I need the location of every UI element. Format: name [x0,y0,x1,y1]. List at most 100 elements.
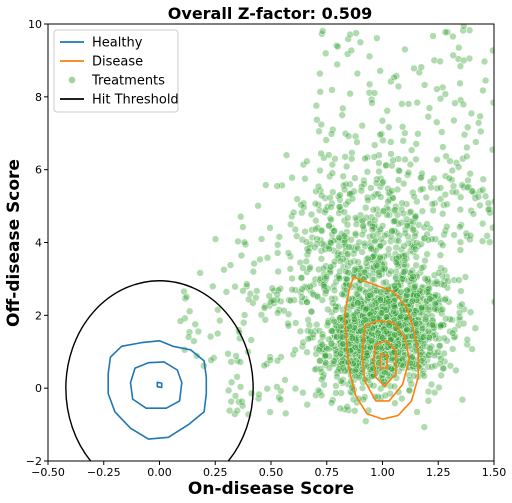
treatment-point [316,88,324,96]
treatment-point [418,207,427,215]
treatment-point [375,151,383,159]
y-axis: −2 0 2 4 6 8 10 [26,18,48,468]
treatment-point [443,200,451,208]
treatment-point [307,210,316,219]
treatment-point [263,254,272,262]
treatment-point [479,186,487,194]
treatment-point [246,290,255,298]
treatment-point [441,296,449,304]
treatment-point [430,271,439,279]
treatment-point [329,126,337,134]
treatment-point [479,237,487,245]
treatment-point [437,371,445,380]
treatment-point [280,307,288,315]
treatment-point [298,293,306,301]
treatment-point [381,231,389,240]
treatment-point [424,397,433,405]
treatment-point [291,346,299,354]
treatment-point [433,156,441,164]
treatment-point [411,213,420,221]
treatment-point [297,274,306,282]
treatment-point [237,251,246,260]
treatment-point [325,345,333,353]
treatment-point [227,397,235,406]
legend-label: Hit Threshold [92,93,179,108]
treatment-point [463,152,471,161]
treatment-point [379,207,388,215]
treatment-point [426,344,434,352]
treatment-point [306,263,314,272]
treatment-point [442,152,450,160]
treatment-point [452,366,460,375]
treatment-point [322,136,330,144]
treatment-point [433,118,441,126]
treatment-point [411,245,420,253]
treatment-point [400,268,408,276]
treatment-point [479,175,487,183]
treatment-point [282,151,291,159]
treatment-point [226,407,234,415]
x-tick-label: 1.25 [426,466,451,479]
treatment-point [426,295,434,303]
treatment-point [401,256,409,265]
treatment-point [360,268,369,276]
treatment-point [427,183,435,192]
treatment-point [381,391,390,400]
treatment-point [318,341,326,349]
treatment-point [440,334,449,342]
treatment-point [329,299,337,307]
treatment-point [416,320,424,328]
treatment-point [438,305,447,314]
treatment-point [387,150,395,158]
treatment-point [436,251,445,259]
y-tick-label: 0 [35,382,42,395]
treatment-point [428,321,437,329]
treatment-point [336,404,344,413]
treatment-point [331,302,340,310]
treatment-point [431,389,439,397]
treatment-point [350,312,358,320]
treatment-point [330,357,338,365]
treatment-point [261,316,269,324]
treatment-point [274,241,282,249]
treatment-point [257,311,266,319]
y-tick-label: 8 [35,91,42,104]
treatment-point [317,255,326,263]
treatment-point [343,221,352,229]
y-tick-label: 10 [28,18,42,31]
treatment-point [377,385,385,393]
treatment-point [299,264,307,272]
treatment-point [316,343,324,351]
treatment-point [360,239,369,248]
treatment-point [413,239,421,247]
treatment-point [385,123,393,131]
treatment-point [344,214,352,222]
treatment-point [326,214,334,223]
treatment-point [320,282,329,291]
treatment-point [383,107,391,115]
treatment-point [304,316,312,324]
treatment-point [425,334,434,343]
treatment-point [240,319,248,327]
treatment-point [287,220,295,229]
treatment-point [180,287,188,296]
treatment-point [311,200,320,208]
treatment-point [450,182,458,190]
treatment-point [323,321,332,330]
treatment-point [352,29,360,37]
treatment-point [425,104,434,112]
treatment-point [417,63,425,71]
treatment-point [422,193,430,202]
treatment-point [435,269,443,277]
treatment-point [406,376,414,384]
treatment-point [368,256,376,264]
treatment-point [429,32,437,40]
treatment-point [408,266,417,275]
treatment-point [322,351,330,360]
treatment-point [327,130,336,138]
treatment-point [377,193,385,201]
treatment-point [341,130,350,138]
treatment-point [342,200,350,209]
treatment-point [367,184,375,192]
treatment-point [399,209,408,218]
